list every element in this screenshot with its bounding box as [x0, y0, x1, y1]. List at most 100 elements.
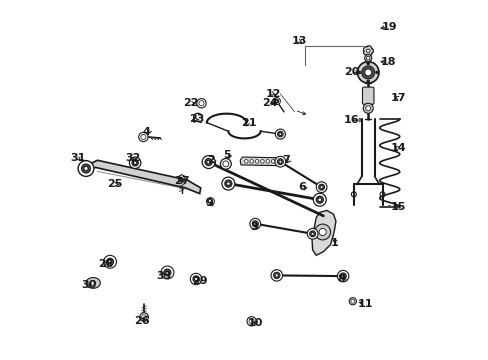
Circle shape [278, 160, 282, 163]
Text: 26: 26 [134, 316, 150, 325]
Circle shape [78, 161, 94, 176]
Text: 14: 14 [390, 143, 406, 153]
Text: 7: 7 [282, 155, 289, 165]
Text: 4: 4 [142, 127, 150, 136]
Text: 21: 21 [241, 118, 256, 128]
Circle shape [318, 184, 324, 190]
Circle shape [319, 185, 323, 189]
Circle shape [206, 198, 214, 206]
Polygon shape [86, 278, 100, 288]
Text: 16: 16 [343, 116, 358, 126]
Text: 22: 22 [183, 98, 199, 108]
Circle shape [348, 298, 356, 305]
Circle shape [366, 49, 369, 53]
FancyBboxPatch shape [362, 87, 373, 104]
Circle shape [306, 228, 317, 239]
Polygon shape [363, 46, 373, 56]
Text: 20: 20 [344, 67, 359, 77]
Polygon shape [311, 211, 335, 255]
Circle shape [253, 222, 256, 225]
Circle shape [204, 158, 212, 166]
Circle shape [309, 231, 315, 237]
Circle shape [129, 157, 141, 168]
Text: 8: 8 [337, 274, 345, 284]
Text: 1: 1 [330, 238, 338, 248]
Circle shape [361, 66, 374, 79]
Circle shape [246, 317, 256, 326]
Circle shape [244, 159, 247, 163]
Circle shape [275, 129, 285, 139]
Text: 3: 3 [249, 222, 257, 231]
Circle shape [275, 100, 277, 102]
Circle shape [224, 180, 231, 187]
Circle shape [277, 159, 283, 165]
Circle shape [273, 272, 279, 279]
Text: 27: 27 [174, 176, 190, 186]
Circle shape [133, 161, 137, 165]
Polygon shape [240, 157, 280, 166]
Text: 19: 19 [381, 22, 396, 32]
Circle shape [319, 228, 325, 235]
Circle shape [339, 273, 346, 279]
Circle shape [265, 159, 269, 163]
Circle shape [81, 164, 90, 173]
Circle shape [274, 99, 278, 103]
Text: 29: 29 [191, 276, 207, 286]
Circle shape [249, 159, 253, 163]
Circle shape [357, 71, 360, 74]
Text: 23: 23 [188, 114, 204, 125]
Circle shape [220, 158, 231, 169]
Circle shape [222, 177, 234, 190]
Circle shape [366, 62, 369, 65]
Text: 5: 5 [223, 150, 230, 160]
Circle shape [314, 224, 330, 240]
Circle shape [206, 160, 210, 164]
Circle shape [273, 98, 280, 105]
Text: 24: 24 [261, 98, 277, 108]
Circle shape [132, 159, 138, 166]
Text: 11: 11 [357, 299, 372, 309]
Text: 33: 33 [156, 271, 171, 281]
Text: 31: 31 [70, 153, 85, 163]
Circle shape [364, 69, 371, 76]
Circle shape [337, 270, 348, 282]
Text: 17: 17 [390, 93, 406, 103]
Polygon shape [82, 160, 201, 194]
Circle shape [194, 277, 198, 281]
Circle shape [316, 182, 326, 193]
Circle shape [190, 273, 202, 285]
Circle shape [341, 274, 344, 278]
Circle shape [274, 156, 285, 167]
Text: 2: 2 [206, 155, 214, 165]
Text: 13: 13 [291, 36, 306, 46]
Circle shape [83, 166, 88, 171]
Circle shape [139, 132, 148, 141]
Circle shape [161, 266, 174, 279]
Circle shape [108, 260, 112, 264]
Circle shape [260, 159, 264, 163]
Text: 10: 10 [247, 319, 263, 328]
Circle shape [363, 103, 372, 113]
Circle shape [140, 313, 148, 321]
Circle shape [103, 255, 116, 268]
Circle shape [270, 270, 282, 281]
Circle shape [226, 182, 230, 185]
Circle shape [249, 219, 260, 229]
Circle shape [366, 80, 369, 83]
Circle shape [364, 54, 371, 62]
Circle shape [202, 156, 215, 168]
Circle shape [313, 193, 325, 206]
Text: 9: 9 [204, 198, 212, 208]
Text: 30: 30 [81, 280, 97, 290]
Text: 15: 15 [390, 202, 406, 212]
Circle shape [317, 198, 321, 202]
Circle shape [255, 159, 258, 163]
Circle shape [277, 131, 283, 137]
Text: 32: 32 [125, 153, 140, 163]
Text: 18: 18 [380, 57, 395, 67]
Circle shape [163, 269, 171, 276]
Circle shape [196, 99, 206, 108]
Circle shape [375, 71, 378, 74]
Text: 12: 12 [265, 89, 281, 99]
Circle shape [106, 258, 113, 265]
